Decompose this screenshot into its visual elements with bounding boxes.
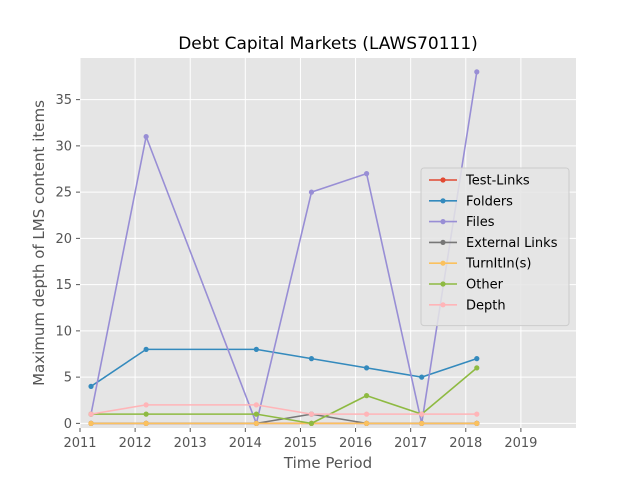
legend-item-other: Other: [429, 278, 504, 293]
data-point-depth: [143, 402, 149, 408]
series-layer: [88, 69, 480, 426]
data-point-other: [308, 420, 315, 426]
y-tick-label: 15: [55, 278, 72, 293]
data-point-turnitin-s: [88, 420, 94, 426]
x-axis-label: Time Period: [283, 454, 372, 472]
data-point-depth: [474, 411, 480, 417]
y-tick-label: 5: [64, 371, 72, 386]
y-tick-label: 30: [55, 139, 72, 154]
x-tick-label: 2015: [284, 436, 317, 451]
data-point-other: [363, 393, 370, 399]
chart-title: Debt Capital Markets (LAWS70111): [178, 34, 478, 54]
legend-item-turnitin-s: TurnItIn(s): [429, 257, 531, 272]
data-point-depth: [419, 411, 425, 417]
legend-item-folders: Folders: [429, 194, 513, 209]
data-point-folders: [419, 374, 425, 380]
legend-item-files: Files: [429, 215, 495, 230]
data-point-other: [143, 411, 149, 417]
legend: Test-Links Folders Files External Links Turn…: [420, 167, 570, 327]
series-depth: [88, 402, 480, 417]
x-tick-label: 2012: [119, 436, 152, 451]
data-point-files: [143, 134, 149, 140]
legend-marker: [440, 198, 446, 204]
x-tick-label: 2014: [229, 436, 262, 451]
data-point-folders: [308, 356, 315, 362]
legend-label: External Links: [466, 236, 558, 251]
x-tick-label: 2016: [339, 436, 372, 451]
series-folders: [88, 346, 480, 389]
data-point-turnitin-s: [474, 420, 480, 426]
x-axis-ticks: 2011 2012 2013 2014 2015 2016 2017 2018 2019: [63, 428, 537, 451]
legend-marker: [440, 219, 446, 225]
data-point-folders: [253, 346, 259, 352]
x-tick-label: 2017: [394, 436, 427, 451]
legend-label: Depth: [466, 298, 506, 313]
data-point-turnitin-s: [143, 420, 149, 426]
legend-label: Other: [466, 278, 504, 293]
legend-item-test-links: Test-Links: [429, 174, 530, 189]
data-point-depth: [253, 402, 259, 408]
legend-marker: [440, 281, 446, 287]
legend-marker: [440, 302, 446, 308]
data-point-turnitin-s: [363, 420, 370, 426]
data-point-turnitin-s: [419, 420, 425, 426]
data-point-folders: [88, 383, 94, 389]
legend-item-external-links: External Links: [429, 236, 558, 251]
legend-label: Folders: [466, 194, 513, 209]
legend-label: Files: [466, 215, 495, 230]
y-axis-ticks: 0 5 10 15 20 25 30 35: [55, 93, 80, 432]
data-point-files: [308, 189, 315, 195]
data-point-other: [253, 411, 259, 417]
data-point-files: [474, 69, 480, 75]
legend-marker: [440, 177, 446, 183]
data-point-turnitin-s: [253, 420, 259, 426]
data-point-files: [363, 171, 370, 177]
legend-box: [420, 167, 570, 327]
legend-label: Test-Links: [465, 174, 530, 189]
x-tick-label: 2019: [504, 436, 537, 451]
legend-label: TurnItIn(s): [465, 257, 531, 272]
y-tick-label: 10: [55, 324, 72, 339]
data-point-other: [474, 365, 480, 371]
data-point-folders: [143, 346, 149, 352]
y-tick-label: 25: [55, 186, 72, 201]
x-tick-label: 2013: [174, 436, 207, 451]
legend-marker: [440, 260, 446, 266]
data-point-folders: [363, 365, 370, 371]
data-point-depth: [88, 411, 94, 417]
y-axis-label: Maximum depth of LMS content items: [30, 100, 48, 386]
data-point-folders: [474, 356, 480, 362]
data-point-depth: [363, 411, 370, 417]
y-tick-label: 35: [55, 93, 72, 108]
y-tick-label: 0: [64, 417, 72, 432]
y-tick-label: 20: [55, 232, 72, 247]
legend-marker: [440, 239, 446, 245]
data-point-depth: [308, 411, 315, 417]
x-tick-label: 2011: [63, 436, 96, 451]
legend-item-depth: Depth: [429, 298, 506, 313]
x-tick-label: 2018: [449, 436, 482, 451]
